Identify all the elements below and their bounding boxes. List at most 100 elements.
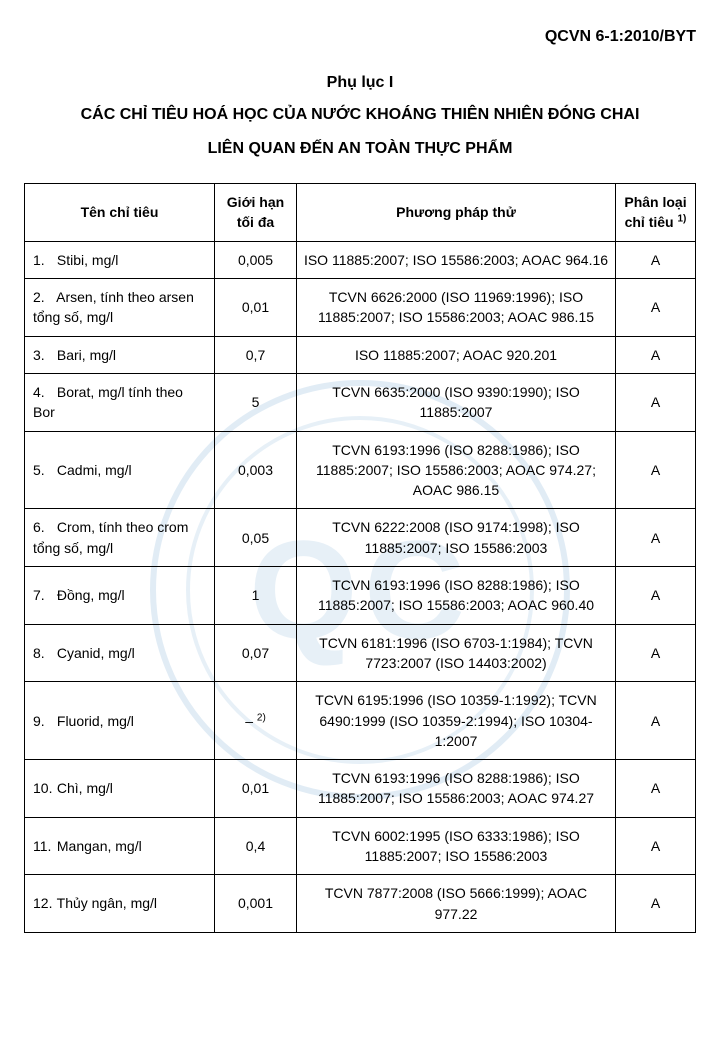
- table-row: 5. Cadmi, mg/l 0,003 TCVN 6193:1996 (ISO 8…: [25, 431, 696, 509]
- cell-method: TCVN 6181:1996 (ISO 6703-1:1984); TCVN 7…: [297, 624, 616, 682]
- cell-method: TCVN 7877:2008 (ISO 5666:1999); AOAC 977…: [297, 875, 616, 933]
- row-name: Cadmi, mg/l: [53, 462, 132, 478]
- table-row: 10. Chì, mg/l 0,01 TCVN 6193:1996 (ISO 828…: [25, 760, 696, 818]
- title-line-1: CÁC CHỈ TIÊU HOÁ HỌC CỦA NƯỚC KHOÁNG THI…: [24, 102, 696, 128]
- row-name: Fluorid, mg/l: [53, 713, 134, 729]
- cell-limit: 5: [215, 373, 297, 431]
- row-index: 6.: [33, 517, 53, 537]
- cell-limit: 0,4: [215, 817, 297, 875]
- row-index: 8.: [33, 643, 53, 663]
- cell-method: TCVN 6002:1995 (ISO 6333:1986); ISO 1188…: [297, 817, 616, 875]
- row-name: Chì, mg/l: [53, 780, 113, 796]
- limit-value: 0,4: [246, 838, 265, 854]
- limit-value: 0,05: [242, 530, 269, 546]
- limit-value: 0,07: [242, 645, 269, 661]
- row-index: 5.: [33, 460, 53, 480]
- table-row: 3. Bari, mg/l 0,7 ISO 11885:2007; AOAC 920…: [25, 336, 696, 373]
- cell-limit: 0,05: [215, 509, 297, 567]
- page-container: QCVN 6-1:2010/BYT Phụ lục I CÁC CHỈ TIÊU…: [0, 0, 720, 933]
- cell-name: 8. Cyanid, mg/l: [25, 624, 215, 682]
- row-name: Borat, mg/l tính theo Bor: [33, 384, 183, 420]
- limit-value: 5: [252, 394, 260, 410]
- cell-method: TCVN 6193:1996 (ISO 8288:1986); ISO 1188…: [297, 431, 616, 509]
- cell-name: 7. Đồng, mg/l: [25, 567, 215, 625]
- row-name: Mangan, mg/l: [53, 838, 142, 854]
- cell-name: 3. Bari, mg/l: [25, 336, 215, 373]
- cell-name: 4. Borat, mg/l tính theo Bor: [25, 373, 215, 431]
- row-index: 10.: [33, 778, 53, 798]
- row-name: Thủy ngân, mg/l: [53, 895, 157, 911]
- table-header-row: Tên chỉ tiêu Giới hạn tối đa Phương pháp…: [25, 184, 696, 242]
- row-name: Đồng, mg/l: [53, 587, 125, 603]
- cell-limit: 0,003: [215, 431, 297, 509]
- cell-classification: A: [616, 336, 696, 373]
- cell-name: 5. Cadmi, mg/l: [25, 431, 215, 509]
- cell-method: TCVN 6195:1996 (ISO 10359-1:1992); TCVN …: [297, 682, 616, 760]
- cell-method: ISO 11885:2007; AOAC 920.201: [297, 336, 616, 373]
- cell-limit: 0,01: [215, 279, 297, 337]
- row-name: Arsen, tính theo arsen tổng số, mg/l: [33, 289, 194, 325]
- table-body: 1. Stibi, mg/l 0,005 ISO 11885:2007; ISO 1…: [25, 241, 696, 932]
- header-classification: Phân loại chỉ tiêu 1): [616, 184, 696, 242]
- cell-method: TCVN 6626:2000 (ISO 11969:1996); ISO 118…: [297, 279, 616, 337]
- table-row: 9. Fluorid, mg/l– 2)TCVN 6195:1996 (ISO …: [25, 682, 696, 760]
- row-name: Bari, mg/l: [53, 347, 116, 363]
- table-row: 6. Crom, tính theo crom tổng số, mg/l 0,0…: [25, 509, 696, 567]
- limit-value: –: [245, 713, 253, 729]
- limit-value: 1: [252, 587, 260, 603]
- row-index: 11.: [33, 836, 53, 856]
- cell-name: 12. Thủy ngân, mg/l: [25, 875, 215, 933]
- row-index: 1.: [33, 250, 53, 270]
- row-index: 9.: [33, 711, 53, 731]
- row-name: Stibi, mg/l: [53, 252, 118, 268]
- cell-name: 10. Chì, mg/l: [25, 760, 215, 818]
- cell-limit: 0,005: [215, 241, 297, 278]
- title-line-2: LIÊN QUAN ĐẾN AN TOÀN THỰC PHẨM: [24, 136, 696, 162]
- cell-name: 2. Arsen, tính theo arsen tổng số, mg/l: [25, 279, 215, 337]
- table-row: 12. Thủy ngân, mg/l 0,001 TCVN 7877:2008 (…: [25, 875, 696, 933]
- cell-limit: 0,07: [215, 624, 297, 682]
- table-row: 1. Stibi, mg/l 0,005 ISO 11885:2007; ISO 1…: [25, 241, 696, 278]
- row-index: 3.: [33, 345, 53, 365]
- document-code: QCVN 6-1:2010/BYT: [24, 28, 696, 46]
- table-row: 7. Đồng, mg/l 1 TCVN 6193:1996 (ISO 8288:1…: [25, 567, 696, 625]
- table-row: 2. Arsen, tính theo arsen tổng số, mg/l0…: [25, 279, 696, 337]
- cell-method: TCVN 6193:1996 (ISO 8288:1986); ISO 1188…: [297, 760, 616, 818]
- row-index: 7.: [33, 585, 53, 605]
- header-name: Tên chỉ tiêu: [25, 184, 215, 242]
- cell-limit: 0,7: [215, 336, 297, 373]
- limit-value: 0,003: [238, 462, 273, 478]
- cell-limit: 0,001: [215, 875, 297, 933]
- limit-value: 0,7: [246, 347, 265, 363]
- appendix-label: Phụ lục I: [24, 74, 696, 92]
- cell-classification: A: [616, 373, 696, 431]
- cell-limit: 0,01: [215, 760, 297, 818]
- row-index: 2.: [33, 287, 53, 307]
- cell-classification: A: [616, 760, 696, 818]
- row-index: 4.: [33, 382, 53, 402]
- header-limit: Giới hạn tối đa: [215, 184, 297, 242]
- cell-classification: A: [616, 279, 696, 337]
- limit-value: 0,005: [238, 252, 273, 268]
- cell-classification: A: [616, 431, 696, 509]
- cell-name: 1. Stibi, mg/l: [25, 241, 215, 278]
- cell-limit: 1: [215, 567, 297, 625]
- cell-method: TCVN 6635:2000 (ISO 9390:1990); ISO 1188…: [297, 373, 616, 431]
- limit-value: 0,01: [242, 780, 269, 796]
- cell-classification: A: [616, 624, 696, 682]
- cell-classification: A: [616, 567, 696, 625]
- chemical-indicators-table: Tên chỉ tiêu Giới hạn tối đa Phương pháp…: [24, 183, 696, 933]
- cell-name: 6. Crom, tính theo crom tổng số, mg/l: [25, 509, 215, 567]
- cell-method: TCVN 6193:1996 (ISO 8288:1986); ISO 1188…: [297, 567, 616, 625]
- limit-sup: 2): [257, 712, 266, 723]
- cell-name: 11. Mangan, mg/l: [25, 817, 215, 875]
- cell-classification: A: [616, 509, 696, 567]
- table-wrapper: Tên chỉ tiêu Giới hạn tối đa Phương pháp…: [24, 183, 696, 933]
- cell-limit: – 2): [215, 682, 297, 760]
- table-row: 11. Mangan, mg/l 0,4 TCVN 6002:1995 (ISO 6…: [25, 817, 696, 875]
- limit-value: 0,001: [238, 895, 273, 911]
- row-index: 12.: [33, 893, 53, 913]
- row-name: Cyanid, mg/l: [53, 645, 135, 661]
- table-row: 4. Borat, mg/l tính theo Bor 5 TCVN 6635:2…: [25, 373, 696, 431]
- cell-method: ISO 11885:2007; ISO 15586:2003; AOAC 964…: [297, 241, 616, 278]
